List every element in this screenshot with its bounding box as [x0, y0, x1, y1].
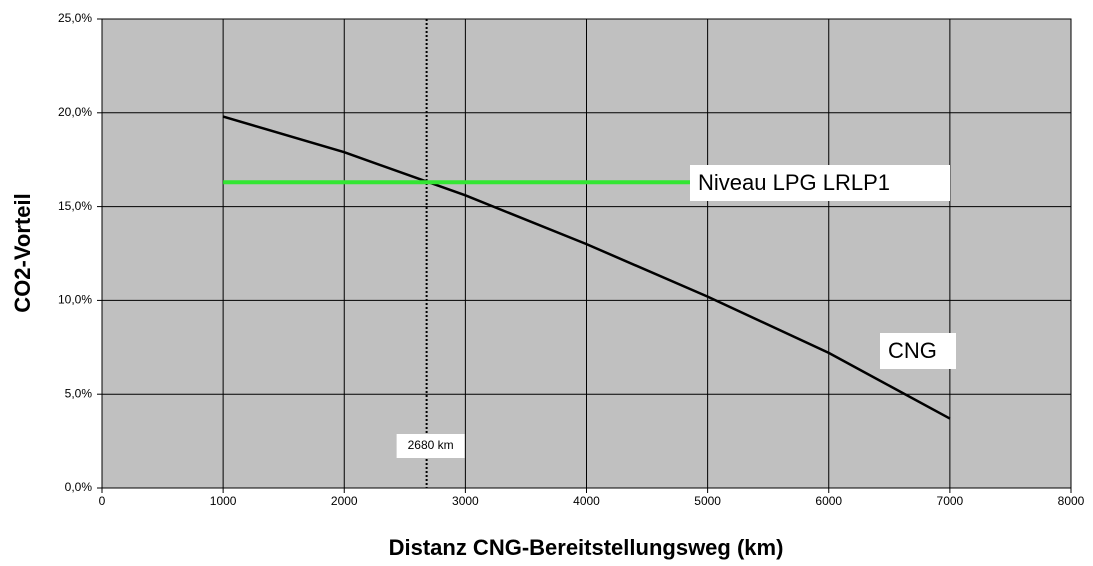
x-tick-label: 3000: [452, 494, 479, 508]
y-tick-label: 20,0%: [58, 105, 92, 119]
x-tick-label: 0: [99, 494, 106, 508]
series-line: [222, 115, 951, 420]
x-tick-label: 6000: [815, 494, 842, 508]
plot-border: [101, 18, 1072, 489]
series-label-box: [880, 333, 956, 369]
x-tick-label: 4000: [573, 494, 600, 508]
x-tick-label: 1000: [210, 494, 237, 508]
x-tick-label: 2000: [331, 494, 358, 508]
y-tick-label: 15,0%: [58, 199, 92, 213]
x-tick-label: 8000: [1058, 494, 1085, 508]
y-axis-title: CO2-Vorteil: [10, 193, 35, 312]
y-tick-label: 0,0%: [65, 480, 93, 494]
x-tick-label: 5000: [694, 494, 721, 508]
x-tick-label: 7000: [937, 494, 964, 508]
series-label-box: [690, 165, 950, 201]
series-label: Niveau LPG LRLP1: [698, 170, 890, 195]
y-tick-label: 25,0%: [58, 11, 92, 25]
reference-label-box: [396, 434, 465, 458]
reference-label: 2680 km: [408, 438, 454, 452]
y-tick-label: 10,0%: [58, 293, 92, 307]
x-axis-title: Distanz CNG-Bereitstellungsweg (km): [389, 535, 784, 560]
series-label: CNG: [888, 338, 937, 363]
y-tick-label: 5,0%: [65, 386, 93, 400]
